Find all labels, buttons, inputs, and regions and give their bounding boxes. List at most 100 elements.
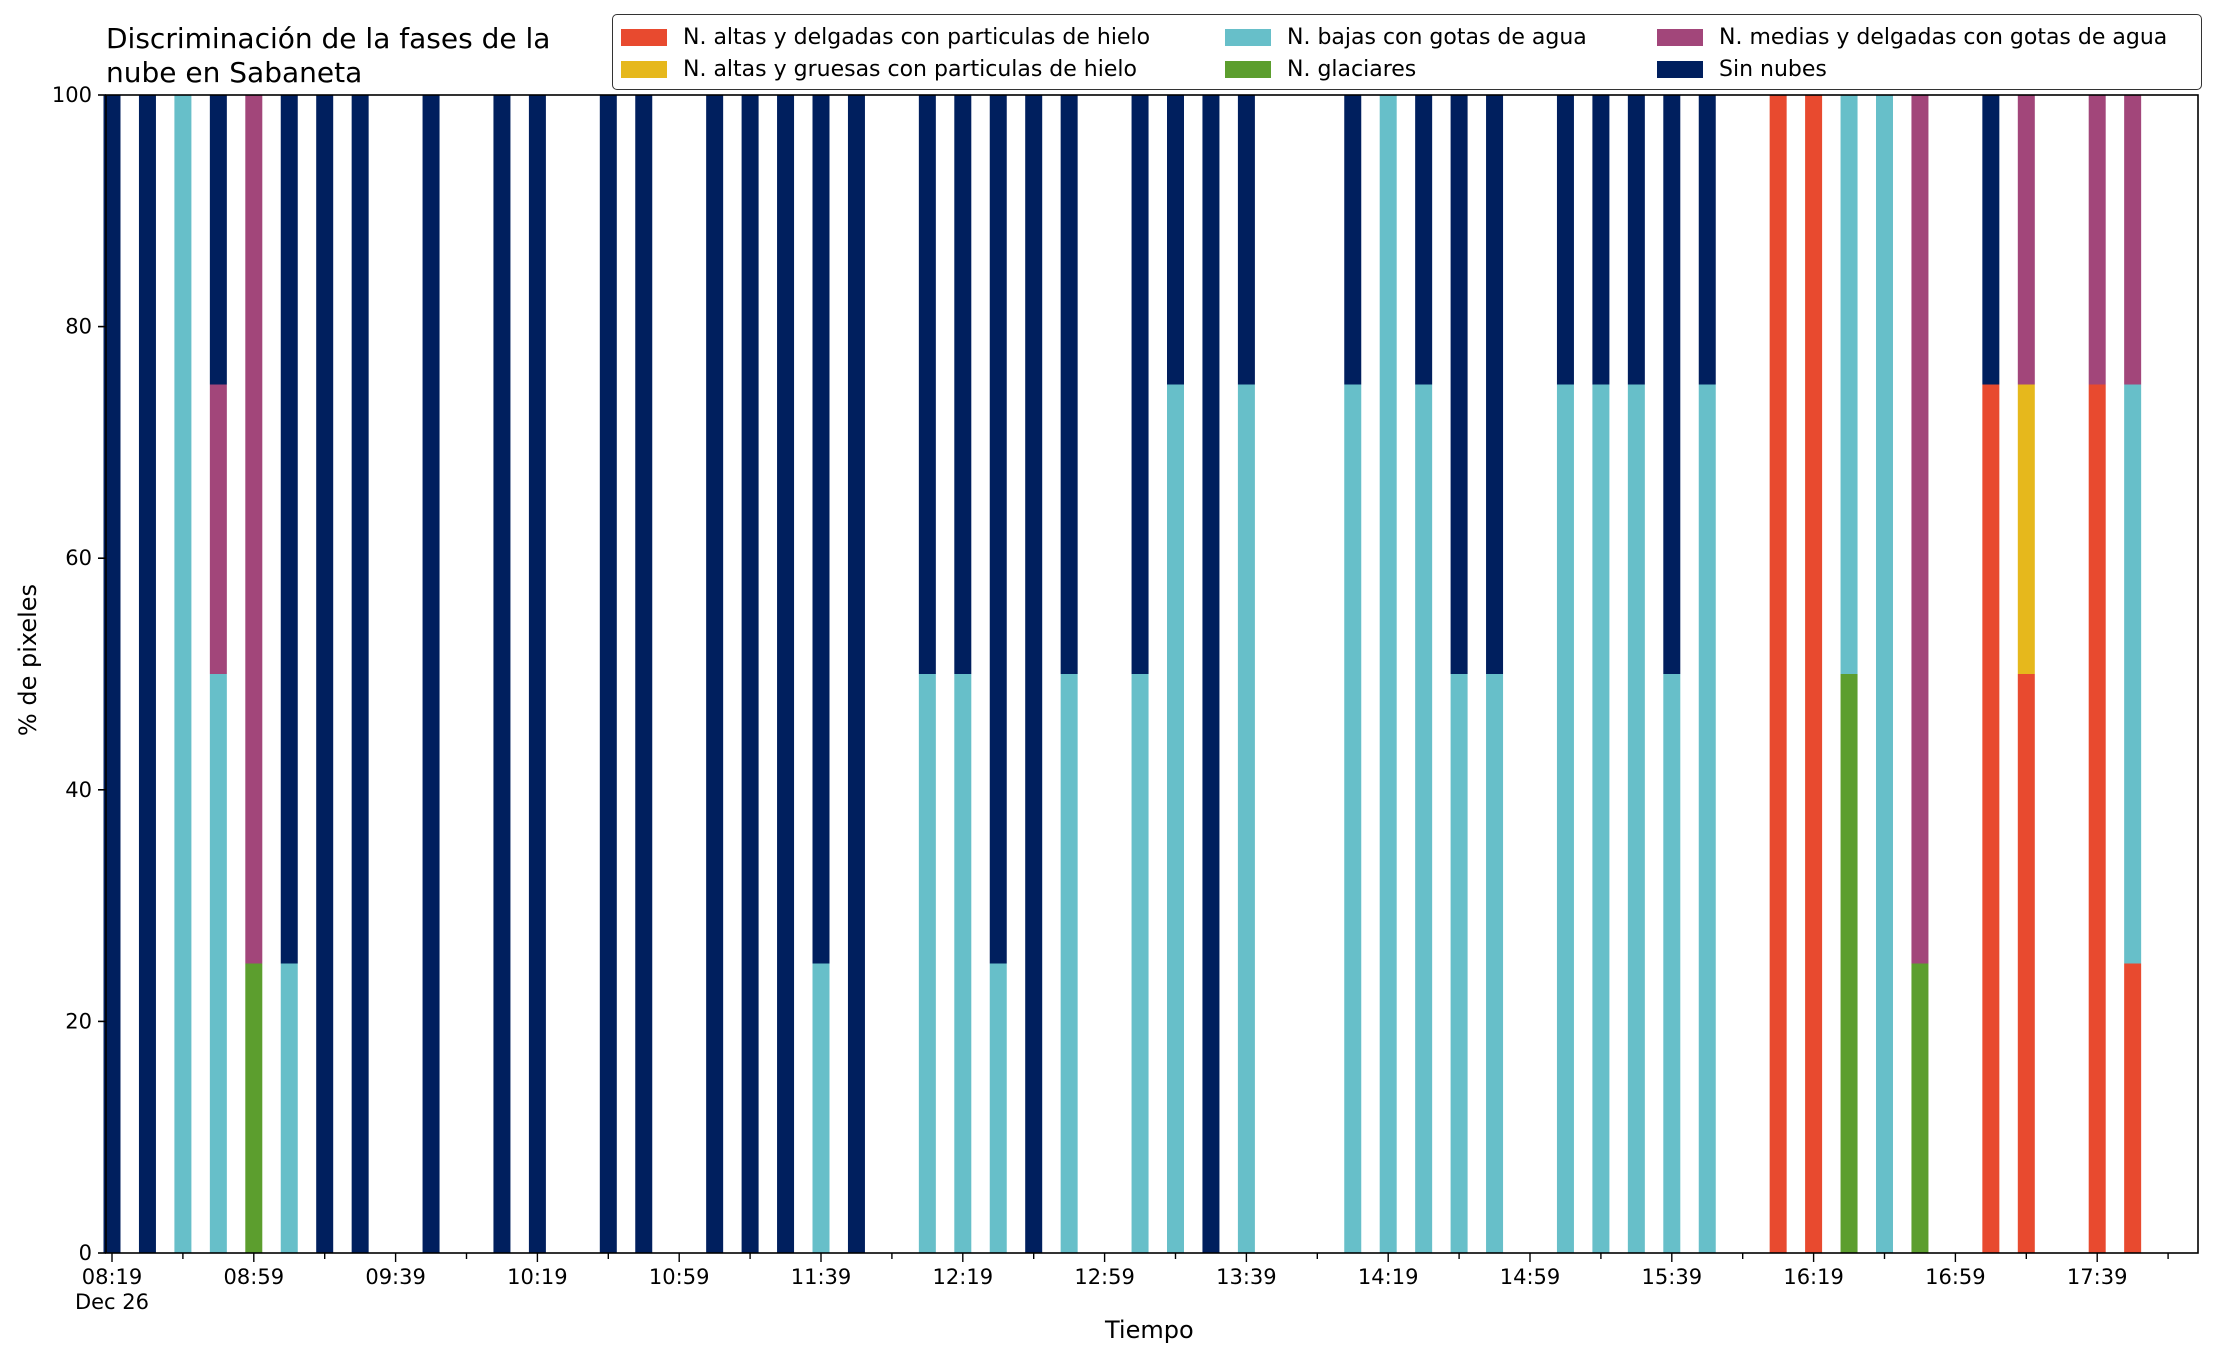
legend-item-altas-gruesas: N. altas y gruesas con particulas de hie… [621, 55, 1137, 83]
x-tick-label: 13:39 [1216, 1265, 1277, 1289]
bar-segment [812, 963, 830, 1253]
x-tick-label: 08:19 [82, 1265, 143, 1289]
bar-segment [1344, 384, 1362, 1253]
legend-label: N. altas y gruesas con particulas de hie… [683, 56, 1137, 82]
bar-segment [351, 95, 369, 1253]
bar-segment [954, 674, 972, 1253]
bar-segment [1911, 963, 1929, 1253]
legend-item-glaciares: N. glaciares [1225, 55, 1416, 83]
bar-segment [174, 95, 192, 1253]
y-tick-label: 60 [65, 546, 92, 570]
x-tick-label: 15:39 [1642, 1265, 1703, 1289]
bar-segment [635, 95, 653, 1253]
x-tick-label: 08:59 [224, 1265, 285, 1289]
bar-segment [1627, 384, 1645, 1253]
bar-segment [1344, 95, 1362, 385]
bar-segment [422, 95, 440, 1253]
x-axis-label: Tiempo [1105, 1316, 1194, 1344]
bar-segment [2017, 674, 2035, 1253]
x-tick-label: 12:19 [933, 1265, 994, 1289]
bar-segment [1556, 95, 1574, 385]
bar-segment [280, 963, 298, 1253]
legend-label: N. glaciares [1287, 56, 1417, 82]
bar-segment [209, 95, 227, 385]
bar-segment [1486, 95, 1504, 674]
bar-segment [1982, 384, 2000, 1253]
legend-swatch [1657, 60, 1703, 78]
bar-segment [1627, 95, 1645, 385]
y-tick-label: 40 [65, 778, 92, 802]
bar-segment [1805, 95, 1823, 1253]
legend-item-bajas: N. bajas con gotas de agua [1225, 23, 1587, 51]
x-tick-label: 17:39 [2067, 1265, 2128, 1289]
bar-segment [493, 95, 511, 1253]
bar-segment [741, 95, 759, 1253]
bar-segment [1131, 95, 1149, 674]
legend-swatch [1657, 28, 1703, 46]
bar-segment [1840, 95, 1858, 674]
bar-segment [1167, 384, 1184, 1253]
bar-segment [989, 95, 1007, 964]
bar-segment [1698, 384, 1716, 1253]
x-tick-label: 10:19 [507, 1265, 568, 1289]
bar-segment [1202, 95, 1220, 1253]
bar-segment [918, 674, 936, 1253]
bar-segment [1556, 384, 1574, 1253]
bar-segment [1237, 95, 1255, 385]
bar-segment [528, 95, 546, 1253]
bar-segment [245, 95, 263, 964]
bar-segment [954, 95, 972, 674]
bar-segment [1131, 674, 1149, 1253]
chart-title: Discriminación de la fases de la nube en… [106, 22, 551, 89]
bar-segment [1698, 95, 1716, 385]
legend-swatch [1225, 28, 1271, 46]
bar-segment [1450, 95, 1468, 674]
bar-segment [1379, 95, 1397, 1253]
legend-label: N. altas y delgadas con particulas de hi… [683, 24, 1151, 50]
bar-segment [316, 95, 334, 1253]
bar-segment [2124, 95, 2142, 385]
bar-segment [1769, 95, 1787, 1253]
y-axis-label: % de pixeles [14, 583, 42, 737]
y-tick-label: 0 [79, 1241, 92, 1265]
y-tick-label: 80 [65, 315, 92, 339]
bar-segment [1911, 95, 1929, 964]
x-tick-label: 11:39 [791, 1265, 852, 1289]
bar-segment [209, 384, 227, 674]
bar-segment [2124, 963, 2142, 1253]
bar-segment [1060, 95, 1078, 674]
axes-layer: 0 20 40 60 80 100 08:19 08:59 09:39 10:19 10:59 11:… [52, 83, 2199, 1314]
bar-segment [847, 95, 865, 1253]
bar-segment [989, 963, 1007, 1253]
x-tick-label: 12:59 [1074, 1265, 1135, 1289]
legend: N. altas y delgadas con particulas de hi… [612, 14, 2202, 90]
bar-segment [245, 963, 263, 1253]
bar-segment [2088, 384, 2106, 1253]
bar-segment [2124, 384, 2142, 964]
bar-segment [1486, 674, 1504, 1253]
bar-segment [1415, 95, 1433, 385]
x-tick-label: 10:59 [649, 1265, 710, 1289]
bar-segment [103, 95, 121, 1253]
bar-segment [599, 95, 617, 1253]
bar-segment [1237, 384, 1255, 1253]
legend-swatch [621, 28, 667, 46]
bar-segment [2017, 384, 2035, 674]
bars-layer [103, 95, 2142, 1253]
bar-segment [1060, 674, 1078, 1253]
x-tick-label: 16:59 [1925, 1265, 1986, 1289]
x-tick-label: 16:19 [1783, 1265, 1844, 1289]
bar-segment [1592, 95, 1610, 385]
bar-segment [1663, 95, 1681, 674]
bar-segment [280, 95, 298, 964]
x-tick-label: 14:19 [1358, 1265, 1419, 1289]
x-tick-label: 09:39 [365, 1265, 426, 1289]
bar-segment [1663, 674, 1681, 1253]
bar-segment [1415, 384, 1433, 1253]
bar-segment [1876, 95, 1893, 1253]
bar-segment [1167, 95, 1184, 385]
legend-label: N. medias y delgadas con gotas de agua [1719, 24, 2168, 50]
y-tick-label: 100 [52, 83, 92, 107]
bar-segment [706, 95, 724, 1253]
x-tick-label: 14:59 [1500, 1265, 1561, 1289]
